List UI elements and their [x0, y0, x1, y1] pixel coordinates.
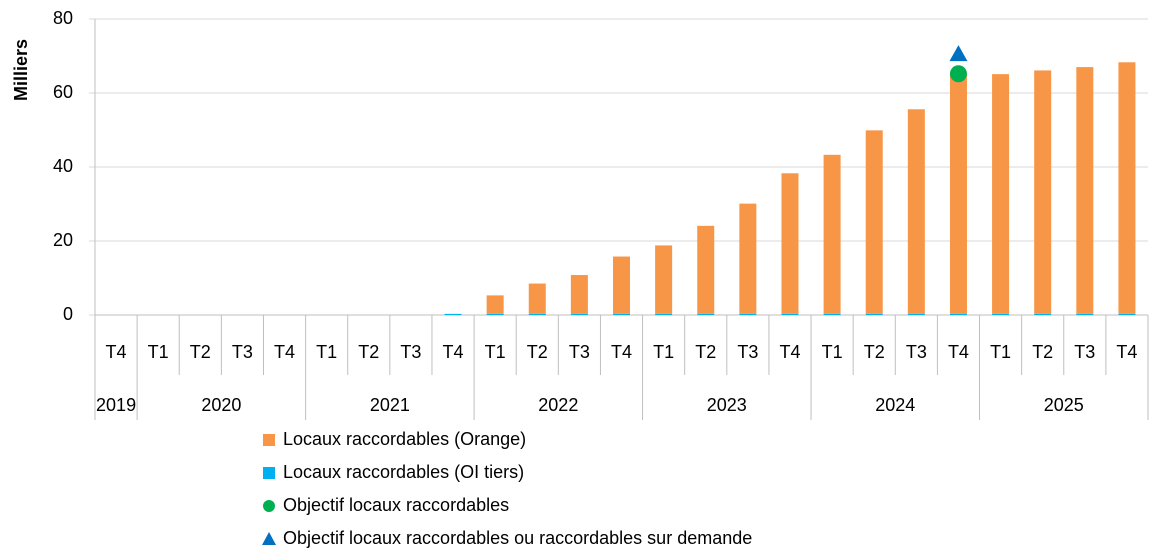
bar	[739, 313, 757, 315]
bar	[865, 130, 883, 314]
bar	[992, 74, 1010, 314]
bar	[992, 313, 1010, 315]
bar	[907, 313, 925, 315]
x-tick-label: T2	[527, 342, 548, 362]
legend-label: Objectif locaux raccordables	[283, 495, 509, 515]
bar	[655, 313, 673, 315]
year-label: 2025	[1044, 395, 1084, 415]
x-tick-label: T1	[822, 342, 843, 362]
bar	[949, 73, 967, 314]
bar	[528, 283, 546, 314]
x-tick-label: T4	[106, 342, 127, 362]
bar	[570, 313, 588, 315]
y-tick-label: 60	[53, 82, 73, 102]
x-tick-label: T1	[990, 342, 1011, 362]
x-tick-label: T3	[1074, 342, 1095, 362]
legend-label: Locaux raccordables (OI tiers)	[283, 462, 524, 482]
year-label: 2019	[96, 395, 136, 415]
bar	[1034, 70, 1052, 314]
year-label: 2020	[201, 395, 241, 415]
x-tick-label: T3	[400, 342, 421, 362]
bar	[781, 313, 799, 315]
y-tick-label: 0	[63, 304, 73, 324]
legend-swatch	[263, 500, 275, 512]
bar	[823, 154, 841, 314]
bar	[697, 313, 715, 315]
x-tick-label: T2	[190, 342, 211, 362]
x-tick-label: T2	[1032, 342, 1053, 362]
x-tick-label: T2	[864, 342, 885, 362]
marker	[949, 45, 968, 62]
x-tick-label: T4	[611, 342, 632, 362]
x-tick-label: T2	[358, 342, 379, 362]
x-tick-label: T2	[695, 342, 716, 362]
x-tick-label: T1	[316, 342, 337, 362]
bar	[570, 275, 588, 314]
bar	[781, 173, 799, 314]
x-tick-label: T1	[148, 342, 169, 362]
bar	[949, 313, 967, 315]
x-tick-label: T4	[948, 342, 969, 362]
bar	[655, 245, 673, 314]
bar	[1076, 67, 1094, 314]
legend-swatch	[262, 532, 276, 545]
x-tick-label: T4	[274, 342, 295, 362]
y-tick-label: 40	[53, 156, 73, 176]
year-label: 2024	[875, 395, 915, 415]
bar	[486, 313, 504, 315]
x-tick-label: T4	[1116, 342, 1137, 362]
year-label: 2023	[707, 395, 747, 415]
bar	[444, 313, 462, 315]
bar	[697, 225, 715, 314]
legend-label: Objectif locaux raccordables ou raccorda…	[283, 528, 752, 548]
legend-swatch	[263, 434, 275, 446]
bar	[486, 295, 504, 314]
x-tick-label: T4	[443, 342, 464, 362]
legend-swatch	[263, 467, 275, 479]
x-tick-label: T1	[485, 342, 506, 362]
marker	[949, 65, 967, 83]
year-label: 2022	[538, 395, 578, 415]
x-tick-label: T1	[653, 342, 674, 362]
bar	[1076, 313, 1094, 315]
bar	[528, 313, 546, 315]
x-tick-label: T3	[906, 342, 927, 362]
x-tick-label: T3	[232, 342, 253, 362]
bar	[1118, 313, 1136, 315]
bar	[823, 313, 841, 315]
x-tick-label: T3	[737, 342, 758, 362]
x-tick-label: T3	[569, 342, 590, 362]
bar	[613, 313, 630, 315]
year-label: 2021	[370, 395, 410, 415]
bar	[613, 256, 630, 314]
legend-label: Locaux raccordables (Orange)	[283, 429, 526, 449]
bar	[739, 203, 757, 314]
bar	[907, 109, 925, 314]
bar	[1034, 313, 1052, 315]
y-tick-label: 20	[53, 230, 73, 250]
x-tick-label: T4	[779, 342, 800, 362]
bar	[865, 313, 883, 315]
bar	[1118, 62, 1136, 314]
y-tick-label: 80	[53, 8, 73, 28]
y-axis-label: Milliers	[11, 39, 31, 101]
